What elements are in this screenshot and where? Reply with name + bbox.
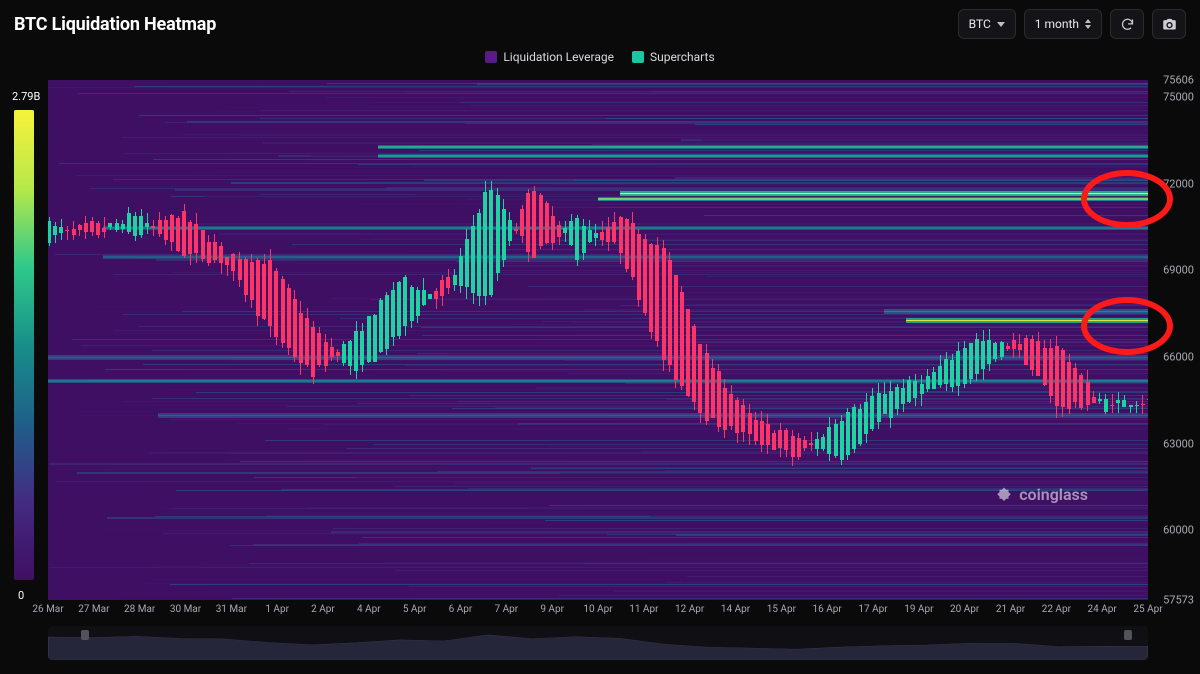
- header: BTC Liquidation Heatmap BTC 1 month: [14, 8, 1186, 40]
- x-axis: 26 Mar27 Mar28 Mar30 Mar31 Mar1 Apr2 Apr…: [48, 604, 1148, 620]
- legend-label: Liquidation Leverage: [503, 50, 614, 64]
- x-tick-label: 19 Apr: [904, 604, 933, 615]
- x-tick-label: 15 Apr: [767, 604, 796, 615]
- candles-layer: [48, 80, 1148, 600]
- x-tick-label: 9 Apr: [540, 604, 564, 615]
- x-tick-label: 28 Mar: [124, 604, 155, 615]
- colorbar-gradient: [14, 110, 34, 580]
- colorbar: 2.79B 0: [14, 90, 40, 600]
- y-tick-label: 75606: [1163, 74, 1194, 87]
- colorbar-max-label: 2.79B: [12, 90, 40, 103]
- legend: Liquidation Leverage Supercharts: [0, 50, 1200, 64]
- refresh-button[interactable]: [1110, 9, 1144, 39]
- asset-select[interactable]: BTC: [958, 9, 1016, 39]
- legend-item-liquidation[interactable]: Liquidation Leverage: [485, 50, 614, 64]
- y-tick-label: 66000: [1163, 350, 1194, 363]
- x-tick-label: 5 Apr: [403, 604, 427, 615]
- time-scrubber[interactable]: [48, 626, 1148, 660]
- header-controls: BTC 1 month: [958, 9, 1186, 39]
- x-tick-label: 11 Apr: [629, 604, 658, 615]
- refresh-icon: [1120, 17, 1135, 32]
- x-tick-label: 16 Apr: [813, 604, 842, 615]
- legend-swatch: [632, 51, 644, 63]
- x-tick-label: 21 Apr: [996, 604, 1025, 615]
- scrubber-handle-left[interactable]: [81, 630, 89, 640]
- x-tick-label: 1 Apr: [265, 604, 289, 615]
- heatmap-chart[interactable]: coinglass: [48, 80, 1148, 600]
- y-tick-label: 69000: [1163, 264, 1194, 277]
- x-tick-label: 17 Apr: [858, 604, 887, 615]
- legend-label: Supercharts: [650, 50, 715, 64]
- x-tick-label: 4 Apr: [357, 604, 381, 615]
- page-title: BTC Liquidation Heatmap: [14, 14, 216, 35]
- x-tick-label: 20 Apr: [950, 604, 979, 615]
- stepper-icon: [1085, 19, 1091, 29]
- x-tick-label: 26 Mar: [32, 604, 63, 615]
- scrubber-minimap: [48, 626, 1148, 660]
- x-tick-label: 12 Apr: [675, 604, 704, 615]
- x-tick-label: 22 Apr: [1042, 604, 1071, 615]
- y-axis: 5757360000630006600069000720007500075606: [1150, 80, 1200, 600]
- range-select-value: 1 month: [1035, 17, 1079, 31]
- x-tick-label: 2 Apr: [311, 604, 335, 615]
- x-tick-label: 7 Apr: [495, 604, 519, 615]
- legend-item-supercharts[interactable]: Supercharts: [632, 50, 715, 64]
- x-tick-label: 30 Mar: [170, 604, 201, 615]
- x-tick-label: 10 Apr: [583, 604, 612, 615]
- y-tick-label: 57573: [1163, 594, 1194, 607]
- x-tick-label: 6 Apr: [449, 604, 473, 615]
- scrubber-handle-right[interactable]: [1124, 630, 1132, 640]
- y-tick-label: 72000: [1163, 177, 1194, 190]
- range-select[interactable]: 1 month: [1024, 9, 1102, 39]
- asset-select-value: BTC: [969, 17, 991, 31]
- x-tick-label: 25 Apr: [1133, 604, 1162, 615]
- camera-icon: [1162, 17, 1177, 32]
- y-tick-label: 75000: [1163, 91, 1194, 104]
- x-tick-label: 27 Mar: [78, 604, 109, 615]
- legend-swatch: [485, 51, 497, 63]
- chevron-down-icon: [997, 22, 1005, 27]
- x-tick-label: 31 Mar: [216, 604, 247, 615]
- y-tick-label: 63000: [1163, 437, 1194, 450]
- x-tick-label: 14 Apr: [721, 604, 750, 615]
- colorbar-min-label: 0: [18, 589, 24, 602]
- y-tick-label: 60000: [1163, 524, 1194, 537]
- screenshot-button[interactable]: [1152, 9, 1186, 39]
- x-tick-label: 24 Apr: [1088, 604, 1117, 615]
